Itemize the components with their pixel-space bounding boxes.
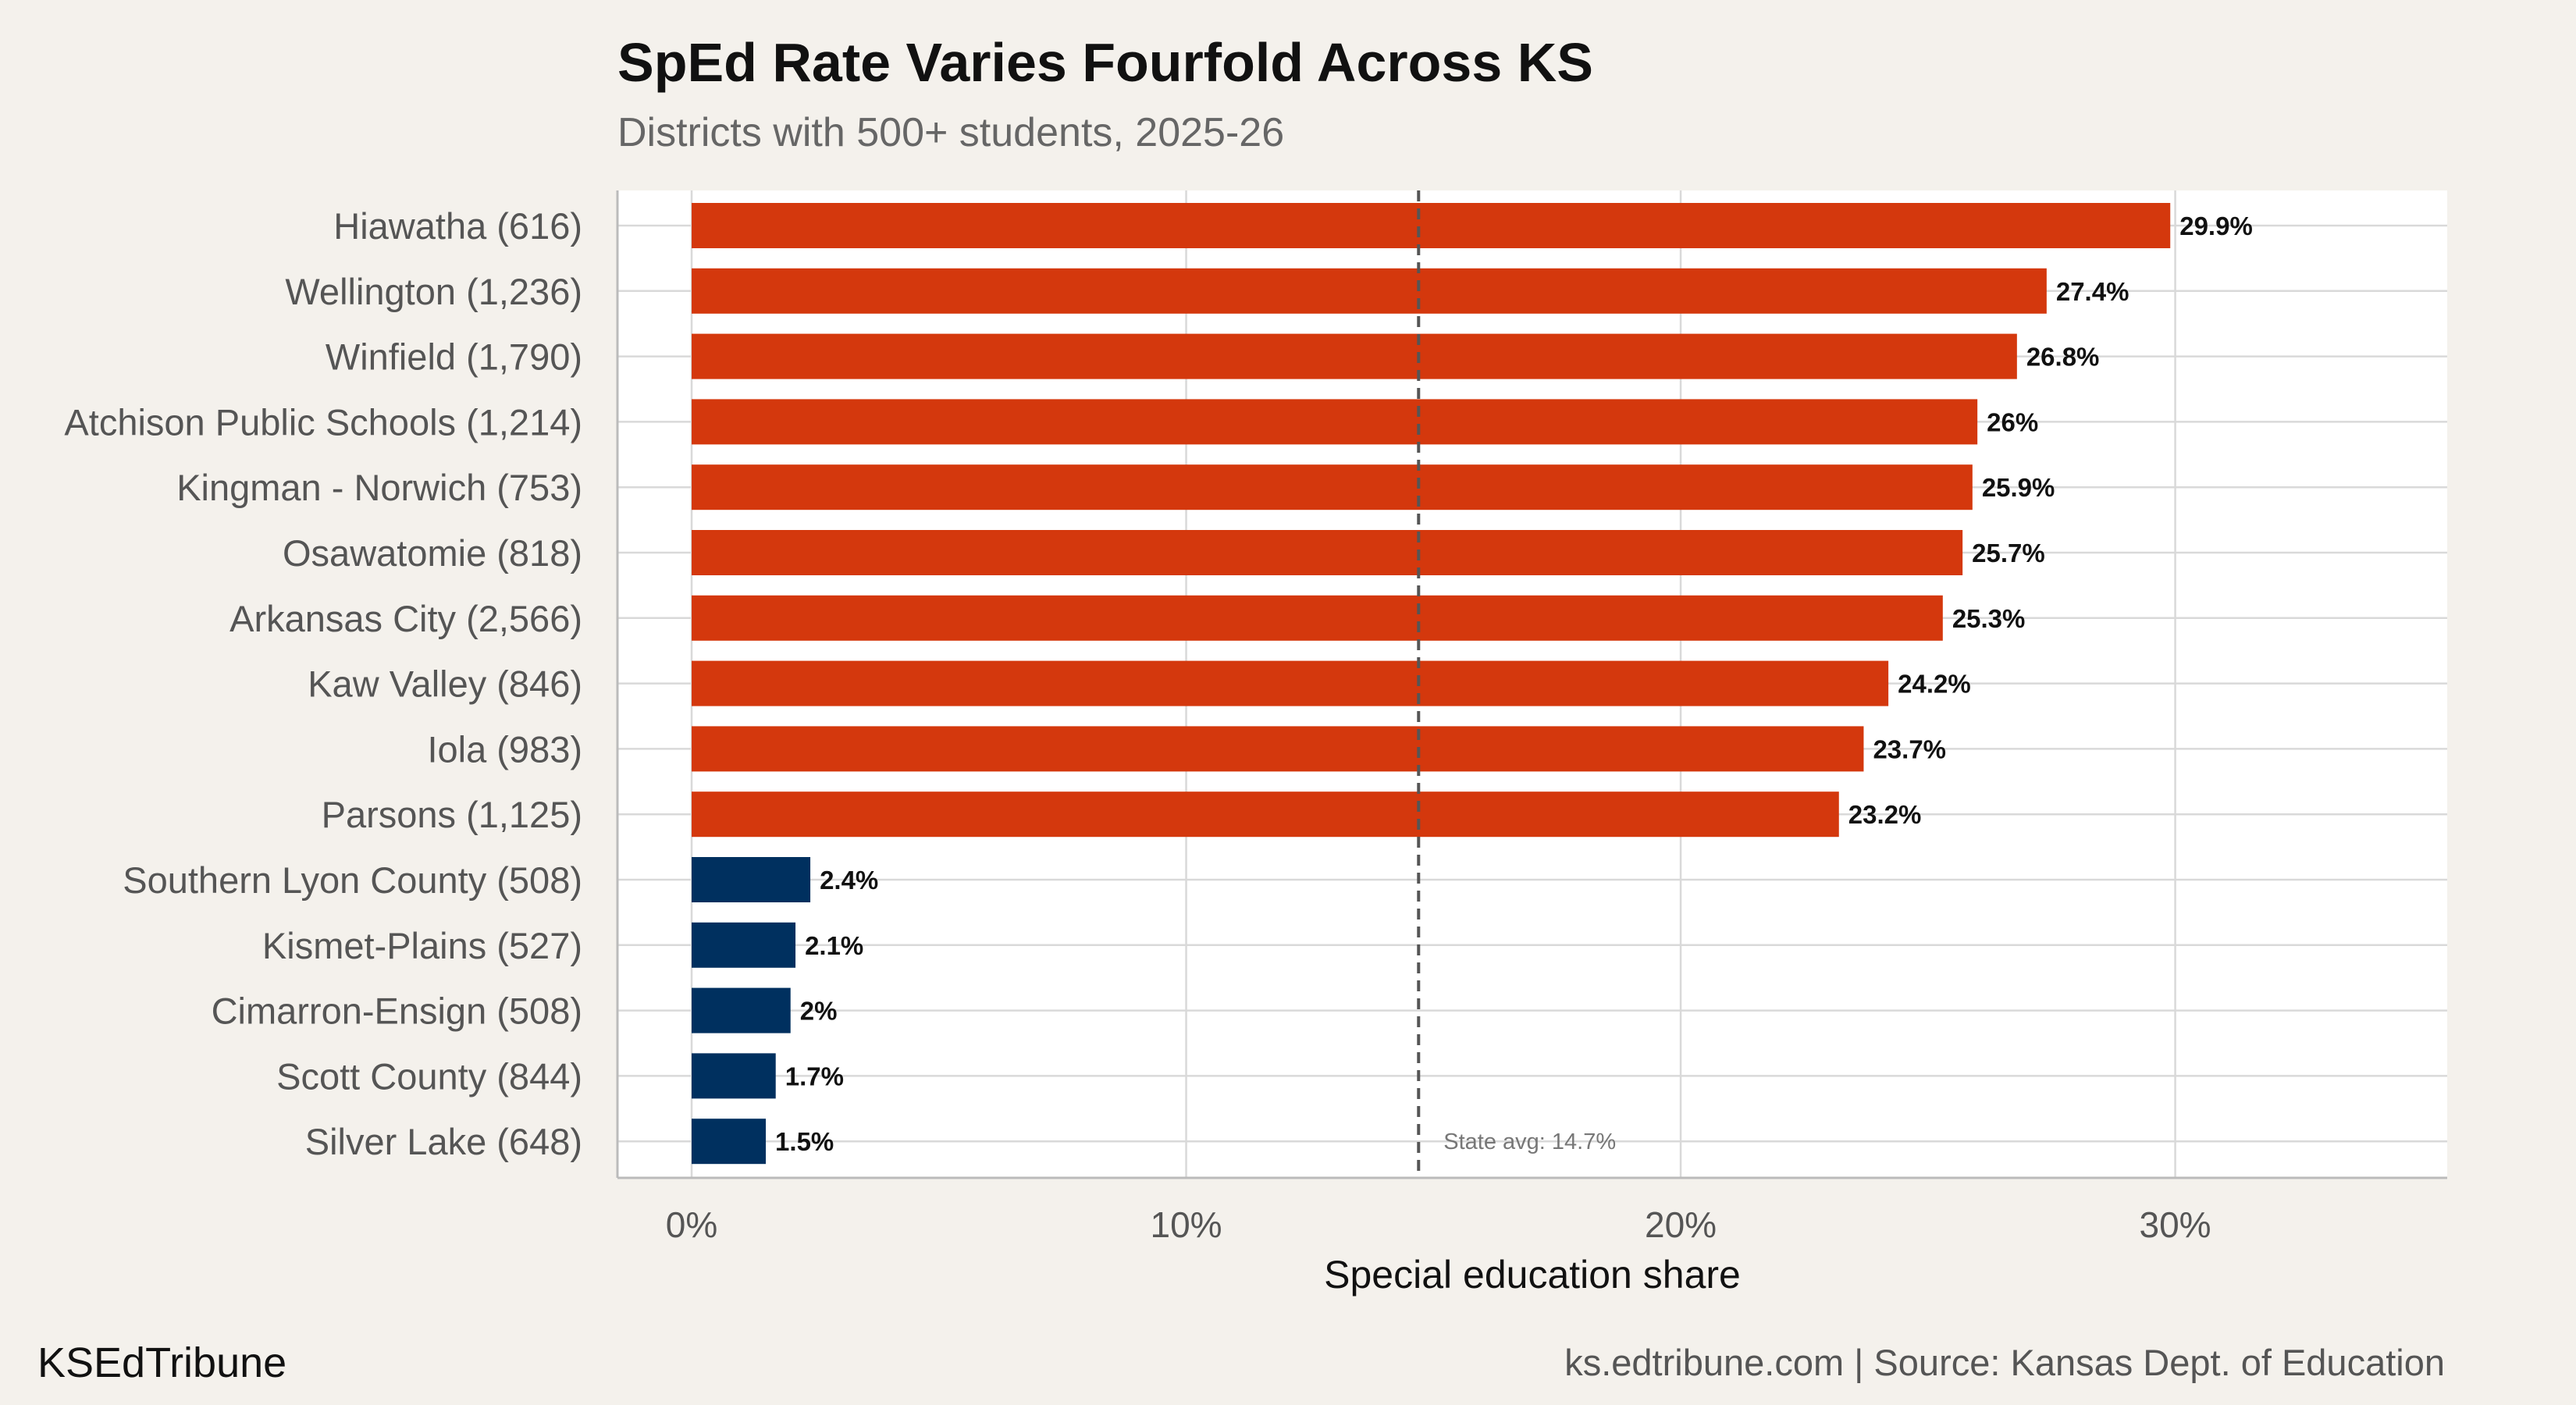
x-tick-labels: 0% 10% 20% 30%: [666, 1204, 2211, 1245]
bar-value-label: 24.2%: [1898, 670, 1971, 699]
bar-layer: 29.9% 27.4% 26.8% 26% 25.9% 25.7% 25.3% 24.2% 23…: [692, 203, 2253, 1165]
bar-value-label: 25.9%: [1982, 473, 2055, 502]
category-label: Atchison Public Schools (1,214): [64, 401, 582, 443]
bar: [692, 922, 796, 968]
bar-value-label: 2.4%: [820, 866, 878, 895]
category-label: Kingman - Norwich (753): [176, 467, 582, 508]
bar: [692, 399, 1978, 445]
bar: [692, 987, 791, 1033]
category-label: Winfield (1,790): [326, 336, 582, 378]
category-label: Parsons (1,125): [322, 794, 582, 835]
category-label: Cimarron-Ensign (508): [212, 991, 582, 1032]
chart-title: SpEd Rate Varies Fourfold Across KS: [617, 32, 1593, 93]
x-tick-label: 20%: [1645, 1204, 1717, 1245]
reference-layer: State avg: 14.7%: [1417, 190, 1616, 1178]
bar: [692, 726, 1864, 772]
bar-value-label: 29.9%: [2179, 212, 2253, 240]
bar-value-label: 26.8%: [2026, 343, 2100, 372]
bar: [692, 791, 1839, 838]
bar-value-label: 1.5%: [775, 1127, 834, 1156]
bar-value-label: 23.2%: [1848, 800, 1922, 829]
category-label: Kaw Valley (846): [308, 663, 582, 705]
bar-value-label: 26%: [1987, 407, 2038, 436]
bar: [692, 1053, 776, 1099]
bar: [692, 530, 1963, 575]
category-label: Wellington (1,236): [285, 271, 582, 312]
category-label: Scott County (844): [276, 1055, 582, 1097]
bar: [692, 203, 2171, 248]
chart-subtitle: Districts with 500+ students, 2025-26: [617, 110, 1285, 155]
bar-value-label: 27.4%: [2056, 277, 2129, 306]
bar-value-label: 2%: [800, 997, 838, 1026]
bar: [692, 660, 1889, 706]
x-tick-label: 10%: [1151, 1204, 1222, 1245]
bar: [692, 857, 811, 902]
category-label: Iola (983): [427, 728, 582, 770]
category-label: Hiawatha (616): [333, 205, 582, 247]
footer-brand: KSEdTribune: [37, 1339, 287, 1386]
category-label: Silver Lake (648): [305, 1121, 582, 1162]
bar-value-label: 25.3%: [1952, 604, 2026, 633]
bar-value-label: 1.7%: [785, 1062, 844, 1090]
x-axis-title: Special education share: [1324, 1253, 1741, 1297]
footer-source: ks.edtribune.com | Source: Kansas Dept. …: [1564, 1342, 2445, 1383]
x-tick-label: 0%: [666, 1204, 717, 1245]
bar: [692, 464, 1973, 510]
bar-value-label: 23.7%: [1873, 735, 1946, 763]
x-tick-label: 30%: [2140, 1204, 2211, 1245]
bar: [692, 595, 1943, 641]
category-label: Arkansas City (2,566): [229, 598, 582, 639]
category-labels: Hiawatha (616) Wellington (1,236) Winfield…: [64, 205, 582, 1162]
bar-value-label: 2.1%: [805, 931, 863, 960]
bar: [692, 268, 2047, 314]
category-label: Southern Lyon County (508): [123, 859, 582, 901]
bar: [692, 1119, 767, 1165]
bar: [692, 333, 2017, 379]
state-average-label: State avg: 14.7%: [1443, 1129, 1616, 1154]
category-label: Kismet-Plains (527): [262, 925, 582, 966]
category-label: Osawatomie (818): [283, 532, 582, 574]
bar-value-label: 25.7%: [1972, 539, 2045, 567]
